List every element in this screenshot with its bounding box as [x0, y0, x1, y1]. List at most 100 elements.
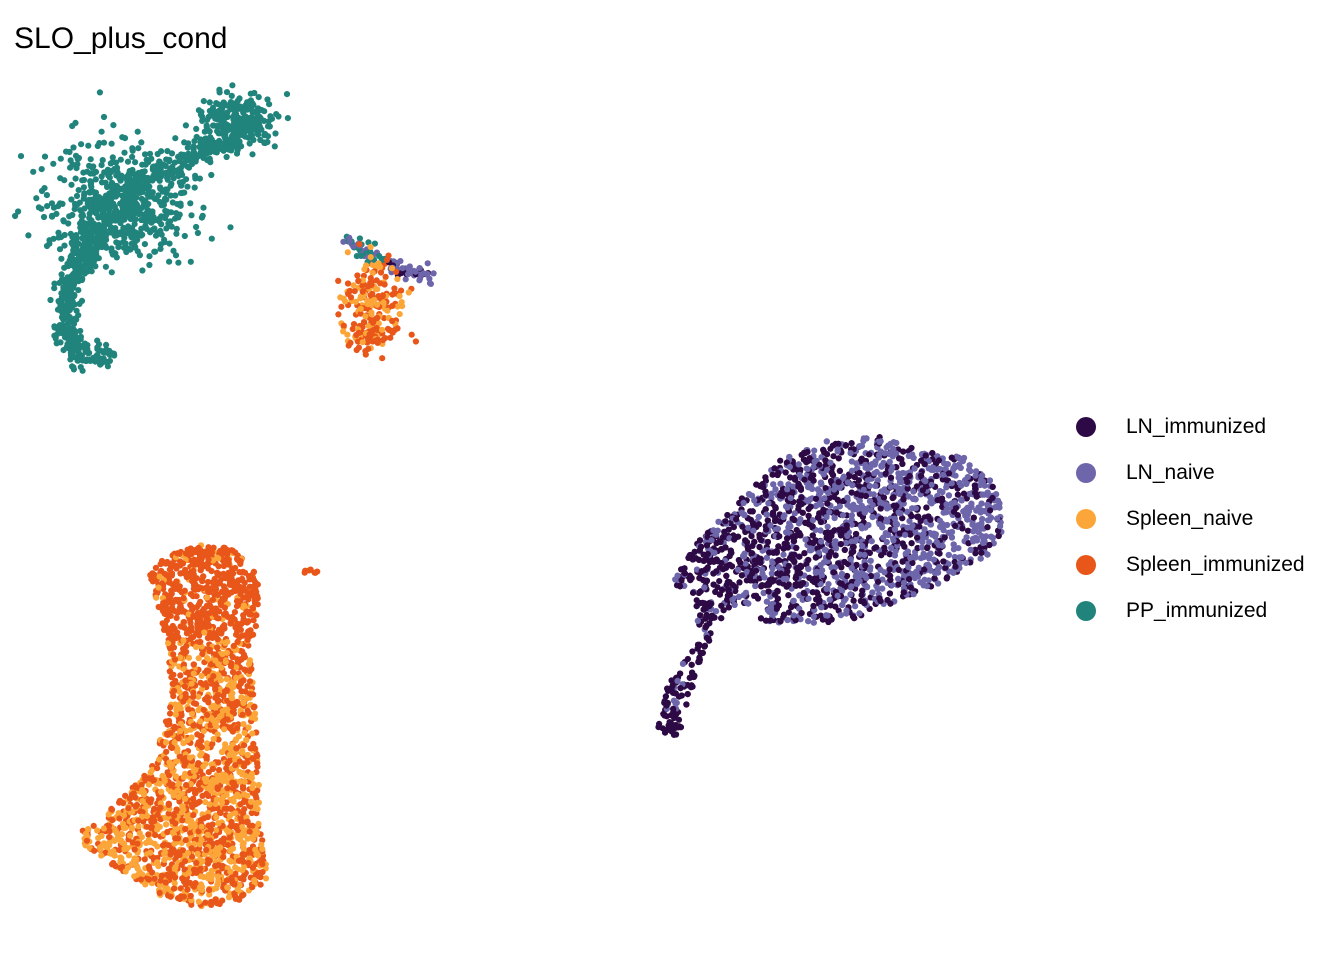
scatter-point — [81, 190, 88, 197]
scatter-point — [171, 159, 178, 166]
scatter-point — [352, 298, 359, 305]
scatter-point — [246, 667, 253, 675]
scatter-point — [190, 722, 197, 729]
scatter-point — [399, 265, 406, 272]
scatter-point — [162, 879, 169, 886]
scatter-point — [264, 133, 272, 140]
scatter-point — [139, 809, 146, 816]
scatter-point — [221, 726, 228, 733]
scatter-point — [212, 611, 219, 618]
scatter-point — [78, 276, 86, 284]
scatter-point — [254, 128, 261, 135]
scatter-point — [170, 693, 177, 700]
scatter-point — [219, 119, 226, 126]
scatter-point — [122, 792, 129, 799]
scatter-point — [70, 364, 77, 371]
scatter-point — [228, 819, 235, 826]
scatter-point — [236, 768, 243, 776]
scatter-point — [198, 836, 205, 844]
scatter-point — [240, 105, 247, 112]
scatter-point — [230, 798, 237, 805]
scatter-point — [148, 823, 155, 830]
scatter-point — [267, 113, 274, 120]
scatter-point — [149, 226, 156, 233]
scatter-point — [188, 557, 195, 565]
scatter-point — [206, 886, 213, 894]
scatter-point — [115, 244, 122, 251]
scatter-point — [177, 623, 184, 630]
scatter-point — [203, 744, 210, 752]
scatter-point — [167, 171, 174, 178]
scatter-point — [96, 89, 103, 96]
scatter-point — [132, 803, 139, 810]
scatter-point — [180, 774, 187, 781]
scatter-point — [134, 871, 142, 879]
scatter-point — [139, 267, 146, 274]
scatter-point — [181, 608, 188, 615]
scatter-point — [234, 656, 241, 663]
scatter-point — [219, 897, 226, 904]
scatter-point — [243, 819, 250, 826]
scatter-point — [181, 762, 188, 769]
scatter-point — [379, 292, 386, 299]
scatter-point — [345, 342, 352, 349]
scatter-point — [15, 208, 22, 215]
scatter-point — [69, 161, 76, 168]
scatter-point — [141, 168, 148, 175]
scatter-point — [133, 194, 140, 201]
scatter-point — [68, 280, 75, 288]
scatter-point — [105, 811, 112, 818]
scatter-point — [202, 799, 209, 806]
scatter-point — [154, 765, 161, 772]
scatter-point — [232, 810, 239, 817]
scatter-point — [230, 128, 237, 135]
scatter-point — [148, 212, 156, 219]
scatter-point — [209, 140, 216, 148]
scatter-point — [196, 723, 203, 730]
scatter-point — [208, 876, 215, 883]
scatter-point — [166, 156, 173, 163]
scatter-point — [250, 101, 257, 109]
scatter-point — [388, 265, 396, 272]
scatter-point — [272, 130, 279, 137]
scatter-point — [124, 864, 131, 871]
scatter-point — [146, 866, 153, 873]
scatter-point — [233, 674, 240, 682]
scatter-point — [249, 864, 256, 871]
scatter-point — [78, 297, 86, 304]
scatter-point — [249, 730, 256, 737]
scatter-point — [359, 339, 366, 346]
scatter-point — [212, 586, 219, 593]
scatter-point — [134, 236, 141, 243]
scatter-point — [77, 220, 84, 227]
scatter-point — [75, 350, 83, 357]
scatter-point — [146, 150, 154, 157]
scatter-point — [172, 608, 179, 615]
scatter-point — [25, 232, 32, 239]
scatter-point — [241, 851, 248, 858]
scatter-point — [184, 737, 191, 744]
scatter-point — [72, 152, 80, 159]
scatter-point — [108, 245, 115, 252]
scatter-point — [340, 328, 347, 335]
scatter-point — [393, 268, 400, 275]
scatter-point — [133, 863, 141, 870]
scatter-point — [239, 648, 246, 655]
scatter-point — [188, 212, 195, 219]
scatter-point — [219, 105, 226, 112]
scatter-point — [193, 223, 200, 231]
scatter-point — [109, 159, 116, 166]
scatter-point — [365, 345, 372, 352]
scatter-point — [47, 296, 54, 304]
scatter-point — [129, 839, 136, 846]
scatter-point — [167, 893, 174, 900]
scatter-point — [251, 877, 258, 884]
scatter-point — [236, 138, 243, 145]
scatter-point — [59, 321, 66, 329]
scatter-point — [146, 261, 153, 269]
scatter-point — [165, 572, 172, 579]
scatter-point — [271, 143, 278, 150]
scatter-point — [190, 795, 197, 802]
scatter-point — [221, 611, 228, 618]
